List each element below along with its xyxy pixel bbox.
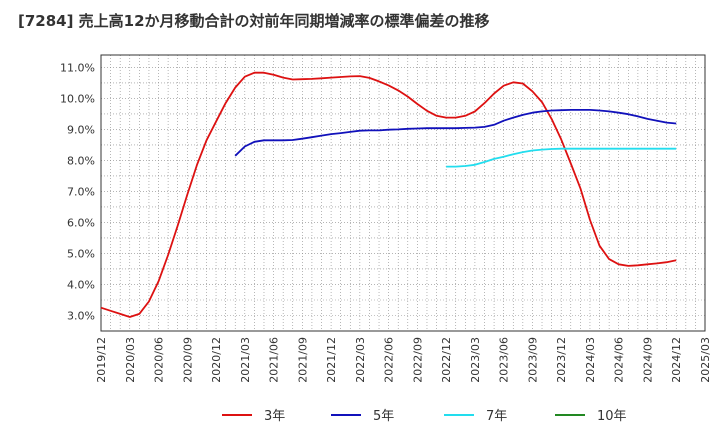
y-tick-label: 7.0% (67, 185, 95, 198)
x-tick-label: 2022/12 (440, 337, 453, 383)
x-tick-label: 2023/03 (469, 337, 482, 383)
x-tick-label: 2023/12 (555, 337, 568, 383)
x-tick-label: 2020/03 (124, 337, 137, 383)
x-tick-label: 2022/09 (411, 337, 424, 383)
legend-label: 5年 (373, 409, 394, 424)
chart-title: [7284] 売上高12か月移動合計の対前年同期増減率の標準偏差の推移 (18, 12, 490, 30)
x-tick-label: 2023/09 (526, 337, 539, 383)
x-tick-label: 2020/09 (181, 337, 194, 383)
x-tick-label: 2024/06 (613, 337, 626, 383)
legend-label: 3年 (264, 409, 285, 424)
x-tick-label: 2024/09 (641, 337, 654, 383)
y-tick-label: 3.0% (67, 309, 95, 322)
x-tick-label: 2024/03 (584, 337, 597, 383)
x-tick-label: 2022/03 (354, 337, 367, 383)
y-tick-label: 5.0% (67, 247, 95, 260)
x-tick-label: 2020/06 (153, 337, 166, 383)
legend-label: 7年 (486, 409, 507, 424)
y-tick-label: 9.0% (67, 123, 95, 136)
plot-frame (100, 54, 706, 332)
x-tick-label: 2024/12 (670, 337, 683, 383)
x-tick-label: 2019/12 (95, 337, 108, 383)
x-tick-label: 2025/03 (699, 337, 712, 383)
x-tick-label: 2022/06 (383, 337, 396, 383)
x-tick-label: 2023/06 (498, 337, 511, 383)
x-tick-label: 2020/12 (210, 337, 223, 383)
x-tick-label: 2021/03 (239, 337, 252, 383)
x-tick-label: 2021/09 (296, 337, 309, 383)
y-tick-label: 6.0% (67, 216, 95, 229)
x-tick-label: 2021/12 (325, 337, 338, 383)
y-tick-label: 8.0% (67, 154, 95, 167)
series-line-1 (100, 71, 677, 318)
x-tick-label: 2021/06 (268, 337, 281, 383)
y-tick-label: 11.0% (60, 61, 95, 74)
series-line-3 (446, 147, 677, 168)
y-tick-label: 10.0% (60, 92, 95, 105)
y-tick-label: 4.0% (67, 278, 95, 291)
series-line-2 (234, 109, 677, 157)
legend-label: 10年 (597, 409, 627, 424)
